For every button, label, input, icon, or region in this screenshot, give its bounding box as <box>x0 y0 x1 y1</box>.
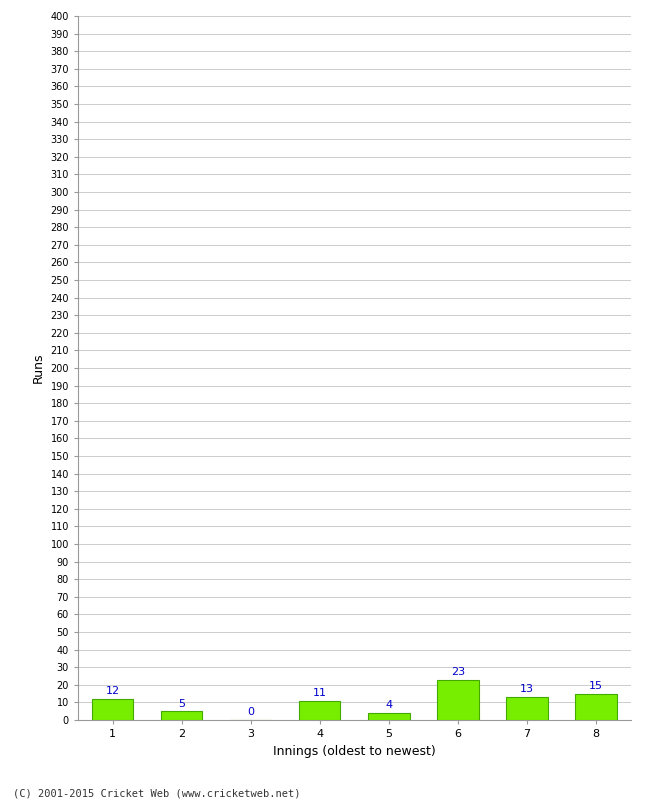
Text: (C) 2001-2015 Cricket Web (www.cricketweb.net): (C) 2001-2015 Cricket Web (www.cricketwe… <box>13 788 300 798</box>
Bar <box>368 713 410 720</box>
Bar <box>161 711 202 720</box>
Text: 11: 11 <box>313 688 327 698</box>
Text: 13: 13 <box>520 685 534 694</box>
Bar <box>92 699 133 720</box>
Text: 15: 15 <box>589 681 603 691</box>
Text: 0: 0 <box>247 707 254 718</box>
Text: 23: 23 <box>451 667 465 677</box>
Text: 4: 4 <box>385 700 393 710</box>
X-axis label: Innings (oldest to newest): Innings (oldest to newest) <box>273 745 436 758</box>
Bar <box>299 701 341 720</box>
Bar <box>575 694 617 720</box>
Text: 12: 12 <box>105 686 120 696</box>
Text: 5: 5 <box>178 698 185 709</box>
Y-axis label: Runs: Runs <box>32 353 45 383</box>
Bar <box>506 697 547 720</box>
Bar <box>437 679 478 720</box>
